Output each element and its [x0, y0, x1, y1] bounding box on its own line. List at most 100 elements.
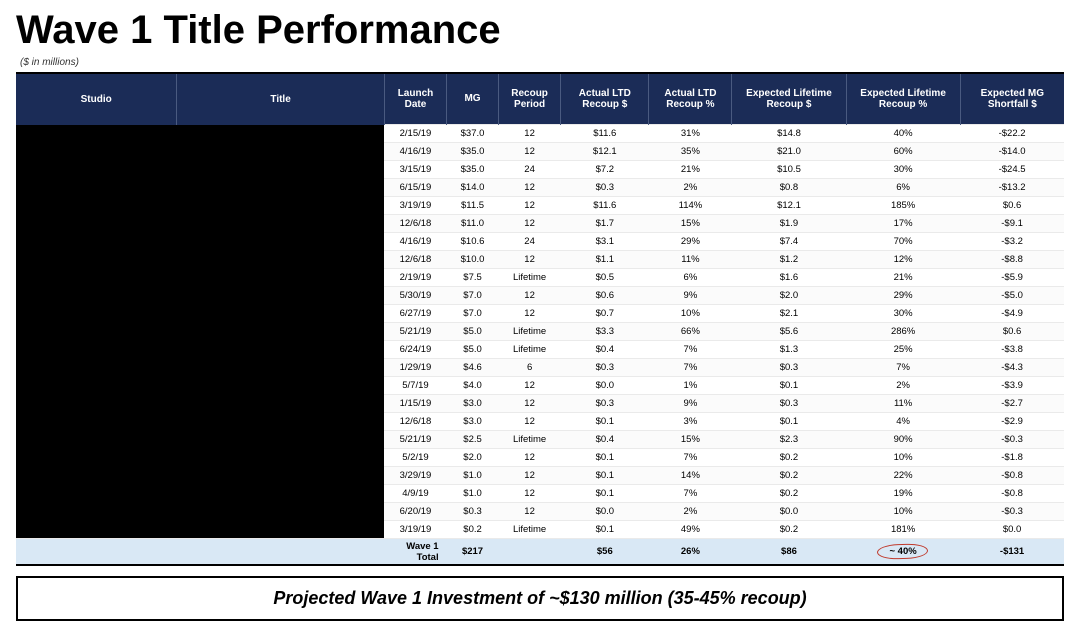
cell-altd_p: 114% — [649, 197, 732, 215]
cell-period: Lifetime — [498, 341, 560, 359]
cell-mg: $0.2 — [447, 521, 499, 539]
cell-altd_d: $0.3 — [561, 179, 649, 197]
cell-altd_p: 9% — [649, 395, 732, 413]
cell-period: 12 — [498, 395, 560, 413]
cell-altd_d: $0.7 — [561, 305, 649, 323]
totals-blank-period — [498, 539, 560, 566]
cell-altd_p: 2% — [649, 503, 732, 521]
cell-short: -$0.8 — [960, 467, 1064, 485]
cell-launch: 12/6/18 — [384, 251, 446, 269]
title-redacted — [177, 125, 385, 539]
cell-mg: $7.5 — [447, 269, 499, 287]
cell-mg: $14.0 — [447, 179, 499, 197]
cell-el_d: $0.3 — [732, 359, 846, 377]
cell-period: 12 — [498, 485, 560, 503]
cell-mg: $4.0 — [447, 377, 499, 395]
cell-short: -$0.3 — [960, 503, 1064, 521]
table-row: 2/15/19$37.012$11.631%$14.840%-$22.2 — [16, 125, 1064, 143]
cell-short: -$0.8 — [960, 485, 1064, 503]
cell-launch: 5/21/19 — [384, 431, 446, 449]
cell-el_d: $7.4 — [732, 233, 846, 251]
cell-altd_p: 11% — [649, 251, 732, 269]
cell-mg: $3.0 — [447, 413, 499, 431]
cell-altd_p: 2% — [649, 179, 732, 197]
cell-short: -$13.2 — [960, 179, 1064, 197]
cell-altd_d: $11.6 — [561, 125, 649, 143]
cell-mg: $10.6 — [447, 233, 499, 251]
cell-el_p: 7% — [846, 359, 960, 377]
cell-el_d: $0.8 — [732, 179, 846, 197]
cell-period: Lifetime — [498, 269, 560, 287]
cell-el_d: $0.1 — [732, 413, 846, 431]
cell-launch: 12/6/18 — [384, 413, 446, 431]
totals-blank-title — [177, 539, 385, 566]
cell-period: Lifetime — [498, 521, 560, 539]
cell-launch: 6/20/19 — [384, 503, 446, 521]
cell-el_p: 29% — [846, 287, 960, 305]
cell-short: -$9.1 — [960, 215, 1064, 233]
cell-launch: 3/29/19 — [384, 467, 446, 485]
cell-mg: $11.5 — [447, 197, 499, 215]
cell-altd_p: 1% — [649, 377, 732, 395]
cell-mg: $4.6 — [447, 359, 499, 377]
cell-altd_d: $0.1 — [561, 449, 649, 467]
cell-el_d: $2.3 — [732, 431, 846, 449]
cell-mg: $11.0 — [447, 215, 499, 233]
cell-short: -$0.3 — [960, 431, 1064, 449]
cell-altd_p: 66% — [649, 323, 732, 341]
cell-period: 12 — [498, 251, 560, 269]
cell-short: $0.6 — [960, 197, 1064, 215]
cell-altd_d: $3.1 — [561, 233, 649, 251]
cell-short: -$3.8 — [960, 341, 1064, 359]
cell-period: 12 — [498, 305, 560, 323]
totals-altd-d: $56 — [561, 539, 649, 566]
cell-launch: 12/6/18 — [384, 215, 446, 233]
cell-mg: $2.5 — [447, 431, 499, 449]
cell-launch: 5/21/19 — [384, 323, 446, 341]
cell-mg: $35.0 — [447, 143, 499, 161]
cell-launch: 6/24/19 — [384, 341, 446, 359]
slide: Wave 1 Title Performance ($ in millions)… — [0, 0, 1080, 637]
table-header: Studio Title Launch Date MG Recoup Perio… — [16, 73, 1064, 125]
cell-short: -$4.3 — [960, 359, 1064, 377]
cell-mg: $37.0 — [447, 125, 499, 143]
cell-altd_d: $3.3 — [561, 323, 649, 341]
cell-launch: 3/15/19 — [384, 161, 446, 179]
cell-altd_p: 15% — [649, 215, 732, 233]
cell-mg: $35.0 — [447, 161, 499, 179]
col-exp-life-p: Expected Lifetime Recoup % — [846, 73, 960, 125]
cell-el_p: 19% — [846, 485, 960, 503]
cell-mg: $10.0 — [447, 251, 499, 269]
cell-altd_d: $1.1 — [561, 251, 649, 269]
totals-blank-studio — [16, 539, 177, 566]
col-actual-ltd-p: Actual LTD Recoup % — [649, 73, 732, 125]
cell-mg: $3.0 — [447, 395, 499, 413]
cell-period: 12 — [498, 503, 560, 521]
cell-el_p: 21% — [846, 269, 960, 287]
cell-period: 12 — [498, 179, 560, 197]
totals-label: Wave 1 Total — [384, 539, 446, 566]
cell-el_p: 185% — [846, 197, 960, 215]
cell-el_p: 6% — [846, 179, 960, 197]
cell-mg: $5.0 — [447, 323, 499, 341]
col-actual-ltd-d: Actual LTD Recoup $ — [561, 73, 649, 125]
col-studio: Studio — [16, 73, 177, 125]
cell-launch: 1/15/19 — [384, 395, 446, 413]
cell-mg: $1.0 — [447, 467, 499, 485]
cell-altd_d: $0.3 — [561, 359, 649, 377]
cell-el_p: 30% — [846, 161, 960, 179]
cell-period: 12 — [498, 125, 560, 143]
cell-el_p: 10% — [846, 503, 960, 521]
cell-altd_p: 7% — [649, 359, 732, 377]
cell-launch: 4/16/19 — [384, 143, 446, 161]
cell-el_p: 12% — [846, 251, 960, 269]
cell-short: $0.6 — [960, 323, 1064, 341]
cell-launch: 4/9/19 — [384, 485, 446, 503]
cell-short: -$5.0 — [960, 287, 1064, 305]
cell-period: 12 — [498, 215, 560, 233]
performance-table: Studio Title Launch Date MG Recoup Perio… — [16, 72, 1064, 566]
cell-launch: 5/7/19 — [384, 377, 446, 395]
cell-altd_p: 7% — [649, 485, 732, 503]
cell-el_p: 30% — [846, 305, 960, 323]
cell-el_d: $14.8 — [732, 125, 846, 143]
